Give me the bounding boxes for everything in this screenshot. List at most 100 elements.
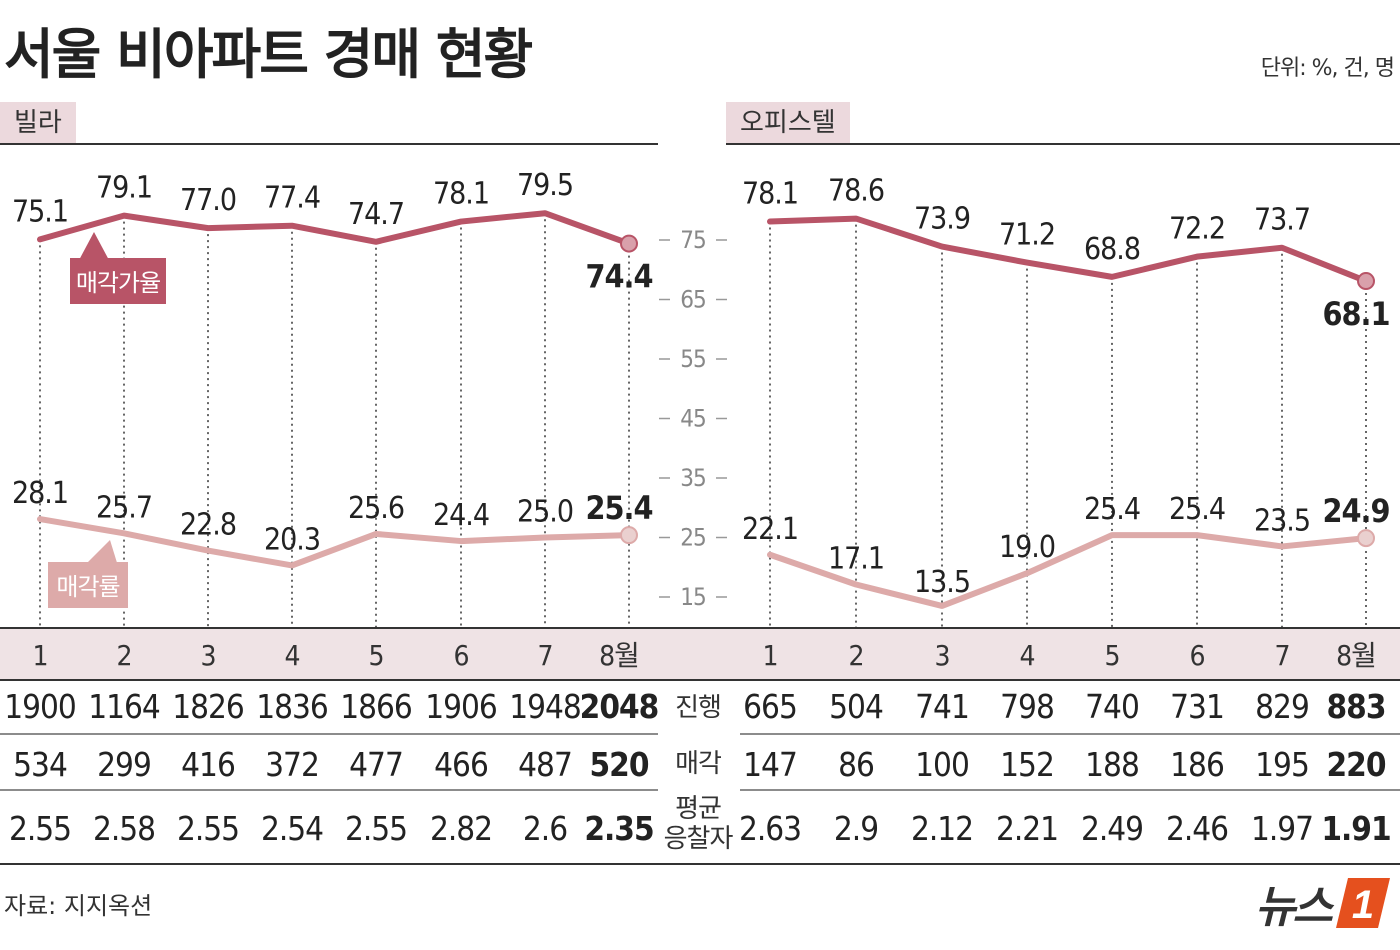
- row-label-progress: 진행: [675, 693, 721, 723]
- avg-bidders-cell: 2.55: [9, 809, 71, 848]
- avg-bidders-cell: 2.63: [739, 809, 801, 848]
- panel-label-villa: 빌라: [0, 102, 76, 144]
- progress-count-cell: 504: [829, 687, 883, 726]
- sold-count-cell: 195: [1255, 745, 1309, 784]
- price-ratio-label: 78.6: [828, 174, 884, 209]
- sold-count-cell: 534: [13, 745, 67, 784]
- price-ratio-label: 68.1: [1322, 295, 1389, 333]
- month-label: 8월: [1336, 639, 1376, 672]
- month-label: 1: [762, 639, 777, 672]
- axis-tick-label: 15: [680, 583, 705, 611]
- price-ratio-label: 75.1: [12, 194, 68, 229]
- sold-count-cell: 487: [518, 745, 572, 784]
- month-label: 2: [848, 639, 863, 672]
- month-label: 5: [1104, 639, 1119, 672]
- price-ratio-label: 71.2: [999, 218, 1055, 253]
- sold-count-cell: 86: [838, 745, 874, 784]
- price-ratio-label: 68.8: [1084, 232, 1140, 267]
- avg-bidders-cell: 2.55: [177, 809, 239, 848]
- series-line-price-ratio: [767, 215, 1369, 285]
- avg-bidders-cell: 1.91: [1321, 809, 1390, 848]
- month-label: 6: [453, 639, 468, 672]
- panel-rule-villa: [0, 143, 658, 145]
- avg-bidders-cell: 2.58: [93, 809, 155, 848]
- sold-count-cell: 188: [1085, 745, 1139, 784]
- price-ratio-label: 77.4: [264, 181, 320, 216]
- month-label: 8월: [599, 639, 639, 672]
- avg-bidders-cell: 2.9: [834, 809, 878, 848]
- price-ratio-end-point: [1357, 272, 1375, 291]
- progress-count-cell: 741: [915, 687, 969, 726]
- avg-bidders-cell: 2.35: [584, 809, 653, 848]
- sale-rate-label: 24.9: [1322, 492, 1389, 530]
- month-header-band: [0, 628, 1400, 680]
- logo-badge-icon: 1: [1336, 878, 1390, 928]
- sale-rate-label: 25.4: [585, 489, 652, 527]
- sale-rate-label: 25.4: [1084, 492, 1140, 527]
- month-label: 4: [284, 639, 299, 672]
- sale-rate-label: 20.3: [264, 522, 320, 557]
- progress-count-cell: 829: [1255, 687, 1309, 726]
- sold-count-cell: 100: [915, 745, 969, 784]
- avg-bidders-cell: 2.12: [911, 809, 973, 848]
- progress-count-cell: 1164: [88, 687, 160, 726]
- sold-count-cell: 186: [1170, 745, 1224, 784]
- month-label: 3: [200, 639, 215, 672]
- avg-bidders-cell: 1.97: [1251, 809, 1313, 848]
- sold-count-cell: 477: [349, 745, 403, 784]
- price-ratio-label: 77.0: [180, 183, 236, 218]
- axis-tick-label: 45: [680, 405, 705, 433]
- month-label: 7: [1274, 639, 1289, 672]
- price-ratio-label: 72.2: [1169, 212, 1225, 247]
- progress-count-cell: 1948: [509, 687, 581, 726]
- month-label: 4: [1019, 639, 1034, 672]
- unit-label: 단위: %, 건, 명: [1260, 56, 1395, 81]
- progress-count-cell: 798: [1000, 687, 1054, 726]
- row-label-bidders-line1: 평균: [675, 794, 721, 824]
- sale-rate-label: 13.5: [914, 565, 970, 600]
- sold-count-cell: 520: [590, 745, 649, 784]
- sale-rate-label: 22.1: [742, 512, 798, 547]
- progress-count-cell: 731: [1170, 687, 1224, 726]
- news1-logo: 뉴스 1: [1255, 870, 1392, 936]
- sale-rate-end-point: [620, 526, 638, 545]
- sale-rate-label: 25.7: [96, 490, 152, 525]
- avg-bidders-cell: 2.82: [430, 809, 492, 848]
- axis-tick-label: 65: [680, 286, 705, 314]
- progress-count-cell: 1866: [340, 687, 412, 726]
- sold-count-cell: 299: [97, 745, 151, 784]
- progress-count-cell: 2048: [580, 687, 659, 726]
- panel-rule-officetel: [726, 143, 1400, 145]
- avg-bidders-cell: 2.21: [996, 809, 1058, 848]
- sale-rate-label: 22.8: [180, 508, 236, 543]
- sale-rate-label: 24.4: [433, 498, 489, 533]
- series-line-sale-rate: [37, 516, 632, 569]
- sale-rate-callout-box: [48, 562, 128, 608]
- sale-rate-label: 23.5: [1254, 503, 1310, 538]
- price-ratio-label: 74.4: [585, 258, 652, 296]
- sold-count-cell: 152: [1000, 745, 1054, 784]
- axis-tick-label: 25: [680, 524, 705, 552]
- price-ratio-callout-box: [70, 258, 166, 304]
- axis-tick-label: 35: [680, 464, 705, 492]
- sale-rate-label: 19.0: [999, 530, 1055, 565]
- panel-label-officetel: 오피스텔: [726, 102, 850, 144]
- progress-count-cell: 883: [1327, 687, 1386, 726]
- sale-rate-label: 25.4: [1169, 492, 1225, 527]
- price-ratio-label: 74.7: [348, 197, 404, 232]
- month-label: 3: [934, 639, 949, 672]
- avg-bidders-cell: 2.49: [1081, 809, 1143, 848]
- axis-tick-label: 55: [680, 345, 705, 373]
- price-ratio-label: 73.9: [914, 202, 970, 237]
- avg-bidders-cell: 2.6: [523, 809, 567, 848]
- month-label: 7: [537, 639, 552, 672]
- sold-count-cell: 416: [181, 745, 235, 784]
- sale-rate-end-point: [1357, 529, 1375, 548]
- price-ratio-label: 78.1: [433, 177, 489, 212]
- axis-tick-label: 75: [680, 226, 705, 254]
- month-label: 2: [116, 639, 131, 672]
- series-name-price-ratio: 매각가율: [76, 270, 160, 297]
- progress-count-cell: 740: [1085, 687, 1139, 726]
- price-ratio-label: 73.7: [1254, 203, 1310, 238]
